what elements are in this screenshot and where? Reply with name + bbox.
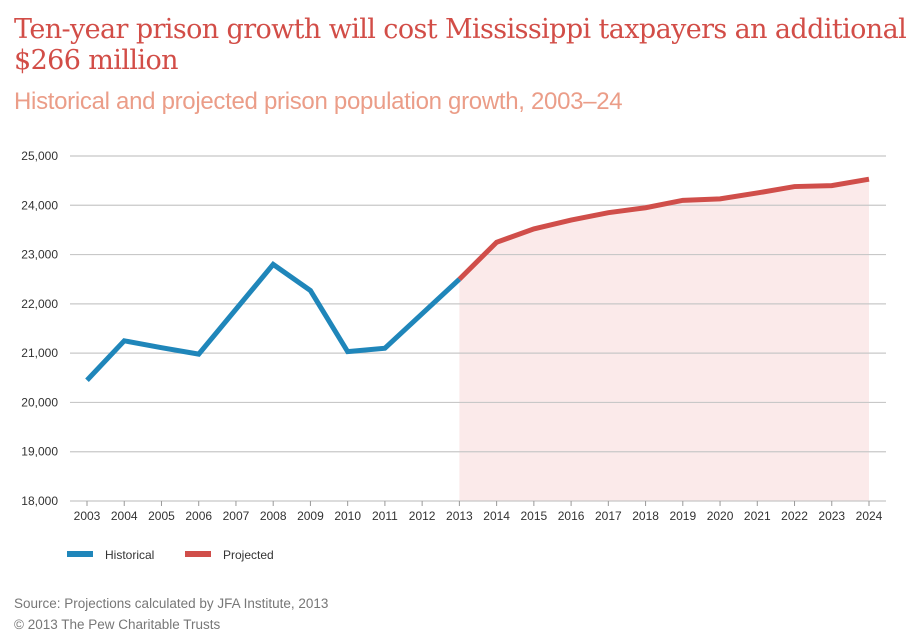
x-tick-label: 2004	[111, 509, 138, 523]
x-tick-label: 2005	[148, 509, 175, 523]
legend-label-historical: Historical	[105, 548, 154, 562]
legend-label-projected: Projected	[223, 548, 274, 562]
x-tick-label: 2007	[223, 509, 250, 523]
y-tick-label: 25,000	[21, 149, 58, 163]
x-tick-label: 2022	[781, 509, 808, 523]
y-tick-label: 24,000	[21, 198, 58, 212]
source-note: Source: Projections calculated by JFA In…	[14, 596, 329, 611]
x-tick-label: 2021	[744, 509, 771, 523]
x-tick-label: 2019	[669, 509, 696, 523]
x-tick-label: 2012	[409, 509, 436, 523]
series-line-projected	[457, 176, 870, 281]
y-tick-label: 22,000	[21, 297, 58, 311]
x-tick-label: 2020	[707, 509, 734, 523]
x-tick-label: 2015	[521, 509, 548, 523]
copyright-note: © 2013 The Pew Charitable Trusts	[14, 617, 221, 632]
x-tick-label: 2023	[818, 509, 845, 523]
x-tick-label: 2016	[558, 509, 585, 523]
projected-area	[459, 179, 869, 501]
x-tick-label: 2018	[632, 509, 659, 523]
y-tick-label: 23,000	[21, 248, 58, 262]
y-tick-label: 20,000	[21, 395, 58, 409]
x-tick-label: 2011	[372, 509, 398, 523]
x-tick-label: 2017	[595, 509, 622, 523]
chart-title: Ten-year prison growth will cost Mississ…	[14, 14, 907, 76]
y-tick-label: 21,000	[21, 346, 58, 360]
legend-swatch-historical	[67, 551, 93, 557]
x-tick-label: 2010	[334, 509, 361, 523]
x-tick-label: 2013	[446, 509, 473, 523]
x-tick-label: 2009	[297, 509, 324, 523]
y-tick-label: 18,000	[21, 494, 58, 508]
legend-swatch-projected	[185, 551, 211, 557]
chart-subtitle: Historical and projected prison populati…	[14, 88, 623, 115]
series-line-historical	[85, 261, 462, 382]
x-tick-label: 2024	[856, 509, 883, 523]
x-tick-label: 2006	[185, 509, 212, 523]
x-tick-label: 2008	[260, 509, 287, 523]
x-tick-label: 2003	[74, 509, 101, 523]
y-tick-label: 19,000	[21, 445, 58, 459]
x-tick-label: 2014	[483, 509, 510, 523]
